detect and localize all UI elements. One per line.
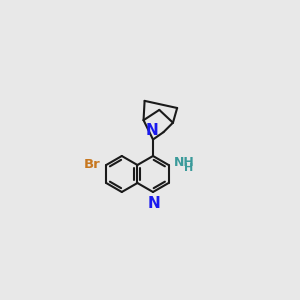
Text: N: N xyxy=(146,123,159,138)
Text: N: N xyxy=(147,196,160,211)
Text: NH: NH xyxy=(174,155,195,169)
Text: H: H xyxy=(184,163,193,173)
Text: Br: Br xyxy=(84,158,101,171)
